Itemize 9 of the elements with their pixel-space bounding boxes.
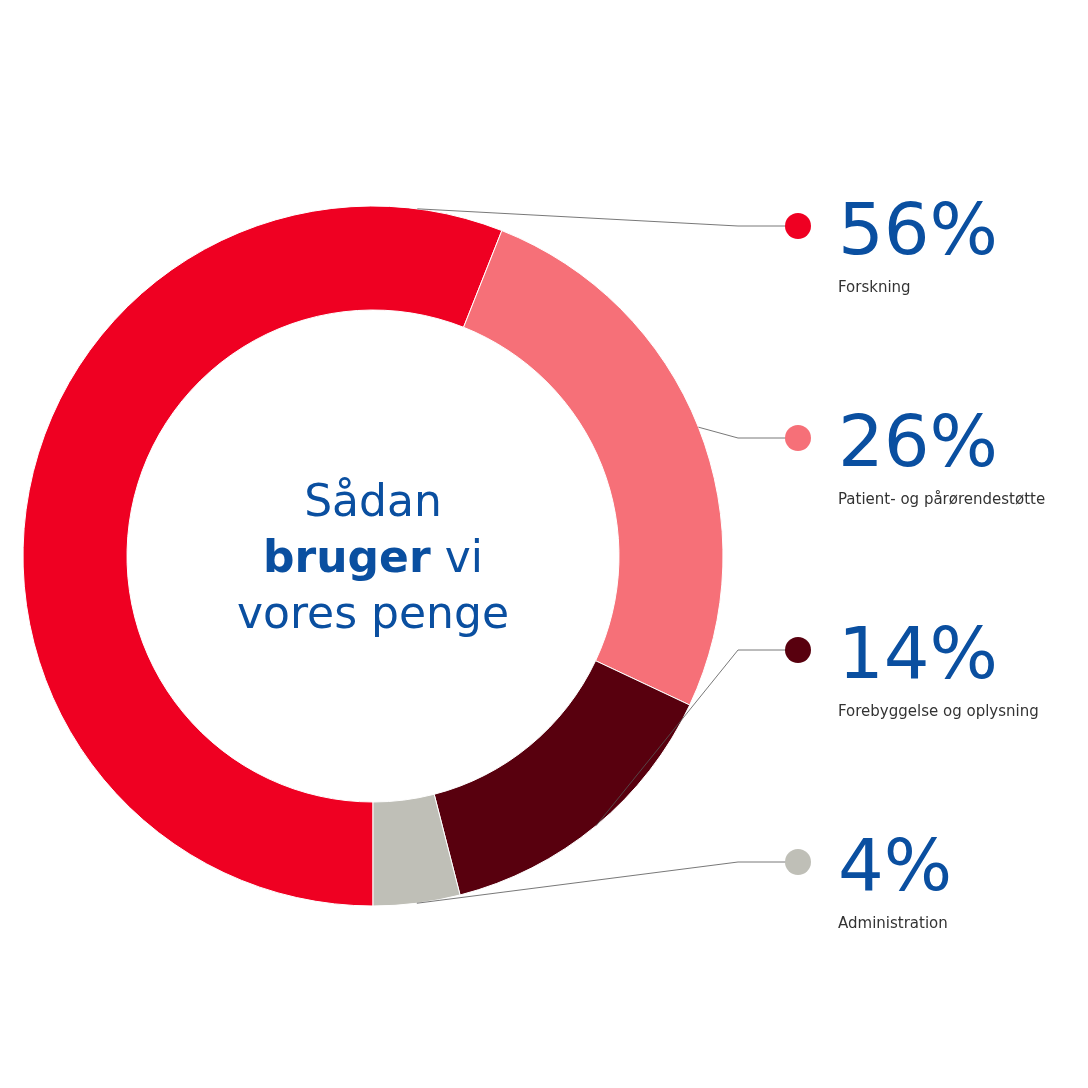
data-label: 4%: [838, 823, 953, 907]
data-label: 14%: [838, 611, 999, 695]
slice-label: Forebyggelse og oplysning: [838, 702, 1039, 720]
data-label: 56%: [838, 187, 999, 271]
slice-label: Forskning: [838, 278, 911, 296]
slice-label: Patient- og pårørendestøtte: [838, 490, 1046, 508]
chart-title: Sådan bruger vi vores penge: [237, 475, 509, 638]
slice-label: Administration: [838, 914, 948, 932]
data-label: 26%: [838, 399, 999, 483]
